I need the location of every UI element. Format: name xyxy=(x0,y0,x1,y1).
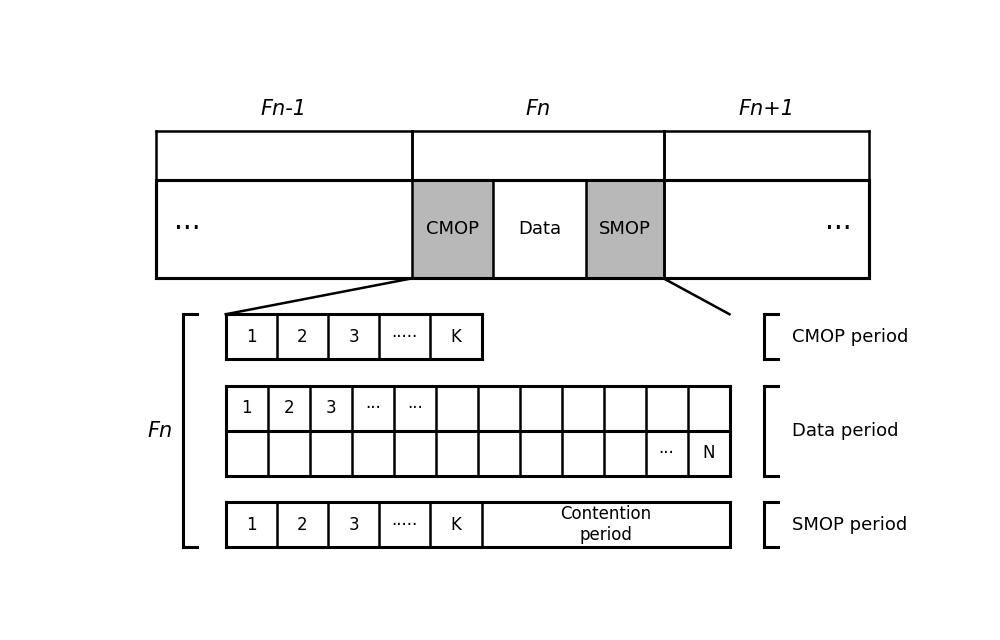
Text: 1: 1 xyxy=(246,516,257,534)
Text: ···: ··· xyxy=(659,444,674,462)
Text: ···: ··· xyxy=(174,215,200,243)
Text: N: N xyxy=(702,444,715,462)
Bar xyxy=(156,180,869,278)
Text: Fn-1: Fn-1 xyxy=(261,99,307,119)
Bar xyxy=(156,180,869,278)
Text: 1: 1 xyxy=(241,399,252,417)
Text: Fn+1: Fn+1 xyxy=(738,99,794,119)
Text: 2: 2 xyxy=(297,516,308,534)
Text: CMOP: CMOP xyxy=(426,220,479,238)
Text: ···: ··· xyxy=(825,215,851,243)
Text: K: K xyxy=(450,516,461,534)
Text: ·····: ····· xyxy=(392,328,418,346)
Text: Fn: Fn xyxy=(147,420,173,441)
Text: ···: ··· xyxy=(365,399,381,417)
Text: 1: 1 xyxy=(246,328,257,346)
Text: SMOP period: SMOP period xyxy=(792,516,907,534)
Text: 3: 3 xyxy=(348,516,359,534)
Text: 2: 2 xyxy=(283,399,294,417)
Text: 3: 3 xyxy=(325,399,336,417)
Text: Data period: Data period xyxy=(792,422,898,440)
Text: Data: Data xyxy=(518,220,561,238)
Text: Fn: Fn xyxy=(525,99,550,119)
Text: K: K xyxy=(450,328,461,346)
Bar xyxy=(586,180,664,278)
Text: CMOP period: CMOP period xyxy=(792,328,908,346)
Text: ···: ··· xyxy=(407,399,423,417)
Text: ·····: ····· xyxy=(392,516,418,534)
Bar xyxy=(412,180,493,278)
Text: 2: 2 xyxy=(297,328,308,346)
Text: 3: 3 xyxy=(348,328,359,346)
Text: SMOP: SMOP xyxy=(599,220,651,238)
Text: Contention
period: Contention period xyxy=(560,506,651,544)
